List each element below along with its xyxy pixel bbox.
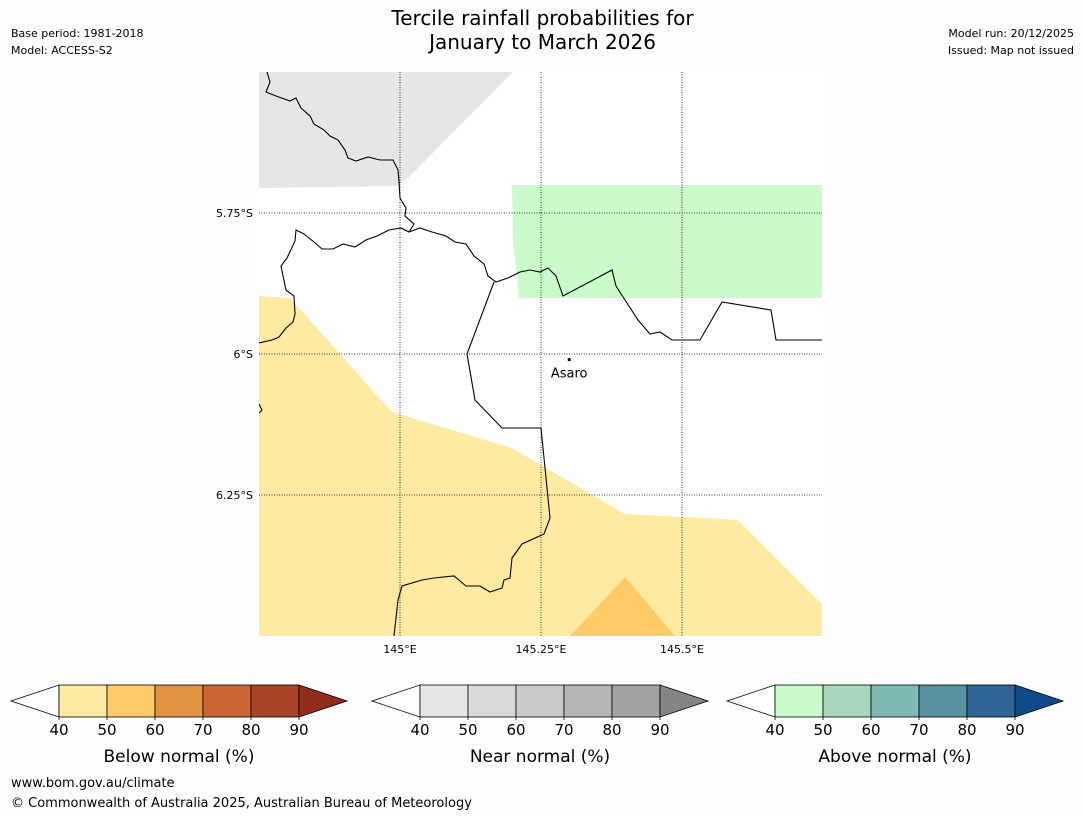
- below-normal-region-40-50: [259, 296, 822, 636]
- colorbar-lower-extension: [9, 684, 60, 718]
- lon-label: 145°E: [383, 643, 416, 656]
- footer-url[interactable]: www.bom.gov.au/climate: [11, 776, 175, 791]
- colorbar-lower-extension: [370, 684, 421, 718]
- province-border: [393, 281, 551, 636]
- coastline: [259, 72, 415, 344]
- colorbar-tick-label: 60: [506, 721, 525, 739]
- colorbar-below-normal: 40 50 60 70 80 90 Below normal (%): [9, 684, 349, 767]
- places: Asaro: [551, 358, 588, 382]
- model-run-text: Model run: 20/12/2025: [948, 27, 1074, 40]
- lat-label: 6°S: [234, 348, 253, 361]
- meta-left: Base period: 1981-2018 Model: ACCESS-S2: [11, 25, 143, 59]
- coastline-west-tip: [259, 403, 263, 414]
- colorbar-tick-label: 70: [909, 721, 928, 739]
- graticule: [259, 72, 822, 636]
- colorbar-tick-label: 80: [241, 721, 260, 739]
- colorbar-upper-extension: [659, 684, 710, 718]
- colorbar-tick-label: 50: [458, 721, 477, 739]
- colorbar-tick-label: 70: [193, 721, 212, 739]
- colorbar-title: Near normal (%): [470, 747, 610, 767]
- colorbar-segment: [918, 684, 968, 718]
- colorbar-tick-label: 70: [554, 721, 573, 739]
- colorbar-tick-label: 40: [410, 721, 429, 739]
- place-label: Asaro: [551, 367, 588, 382]
- colorbar-tick-label: 50: [97, 721, 116, 739]
- colorbar-tick-label: 90: [289, 721, 308, 739]
- colorbar-above-normal: 40 50 60 70 80 90 Above normal (%): [725, 684, 1065, 767]
- colorbar-tick-label: 50: [813, 721, 832, 739]
- colorbar-lower-extension: [725, 684, 776, 718]
- lon-label: 145.5°E: [660, 643, 704, 656]
- colorbar-segment: [106, 684, 156, 718]
- colorbar-segment: [966, 684, 1016, 718]
- colorbar-segment: [870, 684, 920, 718]
- colorbar-tick-label: 40: [765, 721, 784, 739]
- above-normal-region: [512, 185, 822, 298]
- colorbar-tick-label: 80: [957, 721, 976, 739]
- axis-labels: 5.75°S 6°S 6.25°S 145°E 145.25°E 145.5°E: [216, 207, 704, 656]
- colorbar-segment: [202, 684, 252, 718]
- colorbars: 40 50 60 70 80 90 Below normal (%) 40 50 60 70 80 90…: [9, 684, 1065, 767]
- near-normal-region: [259, 72, 513, 188]
- map-title-line1: Tercile rainfall probabilities for: [391, 6, 694, 30]
- colorbar-segment: [154, 684, 204, 718]
- footer-copyright: © Commonwealth of Australia 2025, Austra…: [11, 796, 472, 811]
- colorbar-tick-label: 90: [650, 721, 669, 739]
- colorbar-near-normal: 40 50 60 70 80 90 Near normal (%): [370, 684, 710, 767]
- meta-right: Model run: 20/12/2025 Issued: Map not is…: [948, 25, 1074, 59]
- colorbar-segment: [563, 684, 613, 718]
- model-text: Model: ACCESS-S2: [11, 44, 113, 57]
- colorbar-tick-label: 90: [1005, 721, 1024, 739]
- colorbar-segment: [774, 684, 824, 718]
- colorbar-upper-extension: [298, 684, 349, 718]
- colorbar-upper-extension: [1014, 684, 1065, 718]
- colorbar-tick-label: 60: [145, 721, 164, 739]
- colorbar-segment: [467, 684, 517, 718]
- map-title: Tercile rainfall probabilities for Janua…: [0, 6, 1085, 54]
- base-period-text: Base period: 1981-2018: [11, 27, 144, 40]
- colorbar-title: Below normal (%): [104, 747, 255, 767]
- colorbar-title: Above normal (%): [818, 747, 971, 767]
- map-area: [259, 72, 822, 636]
- colorbar-segment: [250, 684, 300, 718]
- below-normal-region-50-60: [570, 577, 675, 636]
- lat-label: 5.75°S: [216, 207, 253, 220]
- colorbar-segment: [58, 684, 108, 718]
- coastline-east: [408, 227, 822, 341]
- issued-text: Issued: Map not issued: [947, 44, 1074, 57]
- colorbar-segment: [611, 684, 661, 718]
- colorbar-segment: [419, 684, 469, 718]
- colorbar-segment: [822, 684, 872, 718]
- colorbar-tick-label: 60: [861, 721, 880, 739]
- map-title-line2: January to March 2026: [429, 30, 656, 54]
- colorbar-tick-label: 40: [49, 721, 68, 739]
- lon-label: 145.25°E: [516, 643, 567, 656]
- colorbar-tick-label: 80: [602, 721, 621, 739]
- colorbar-segment: [515, 684, 565, 718]
- lat-label: 6.25°S: [216, 489, 253, 502]
- place-marker: [567, 358, 571, 362]
